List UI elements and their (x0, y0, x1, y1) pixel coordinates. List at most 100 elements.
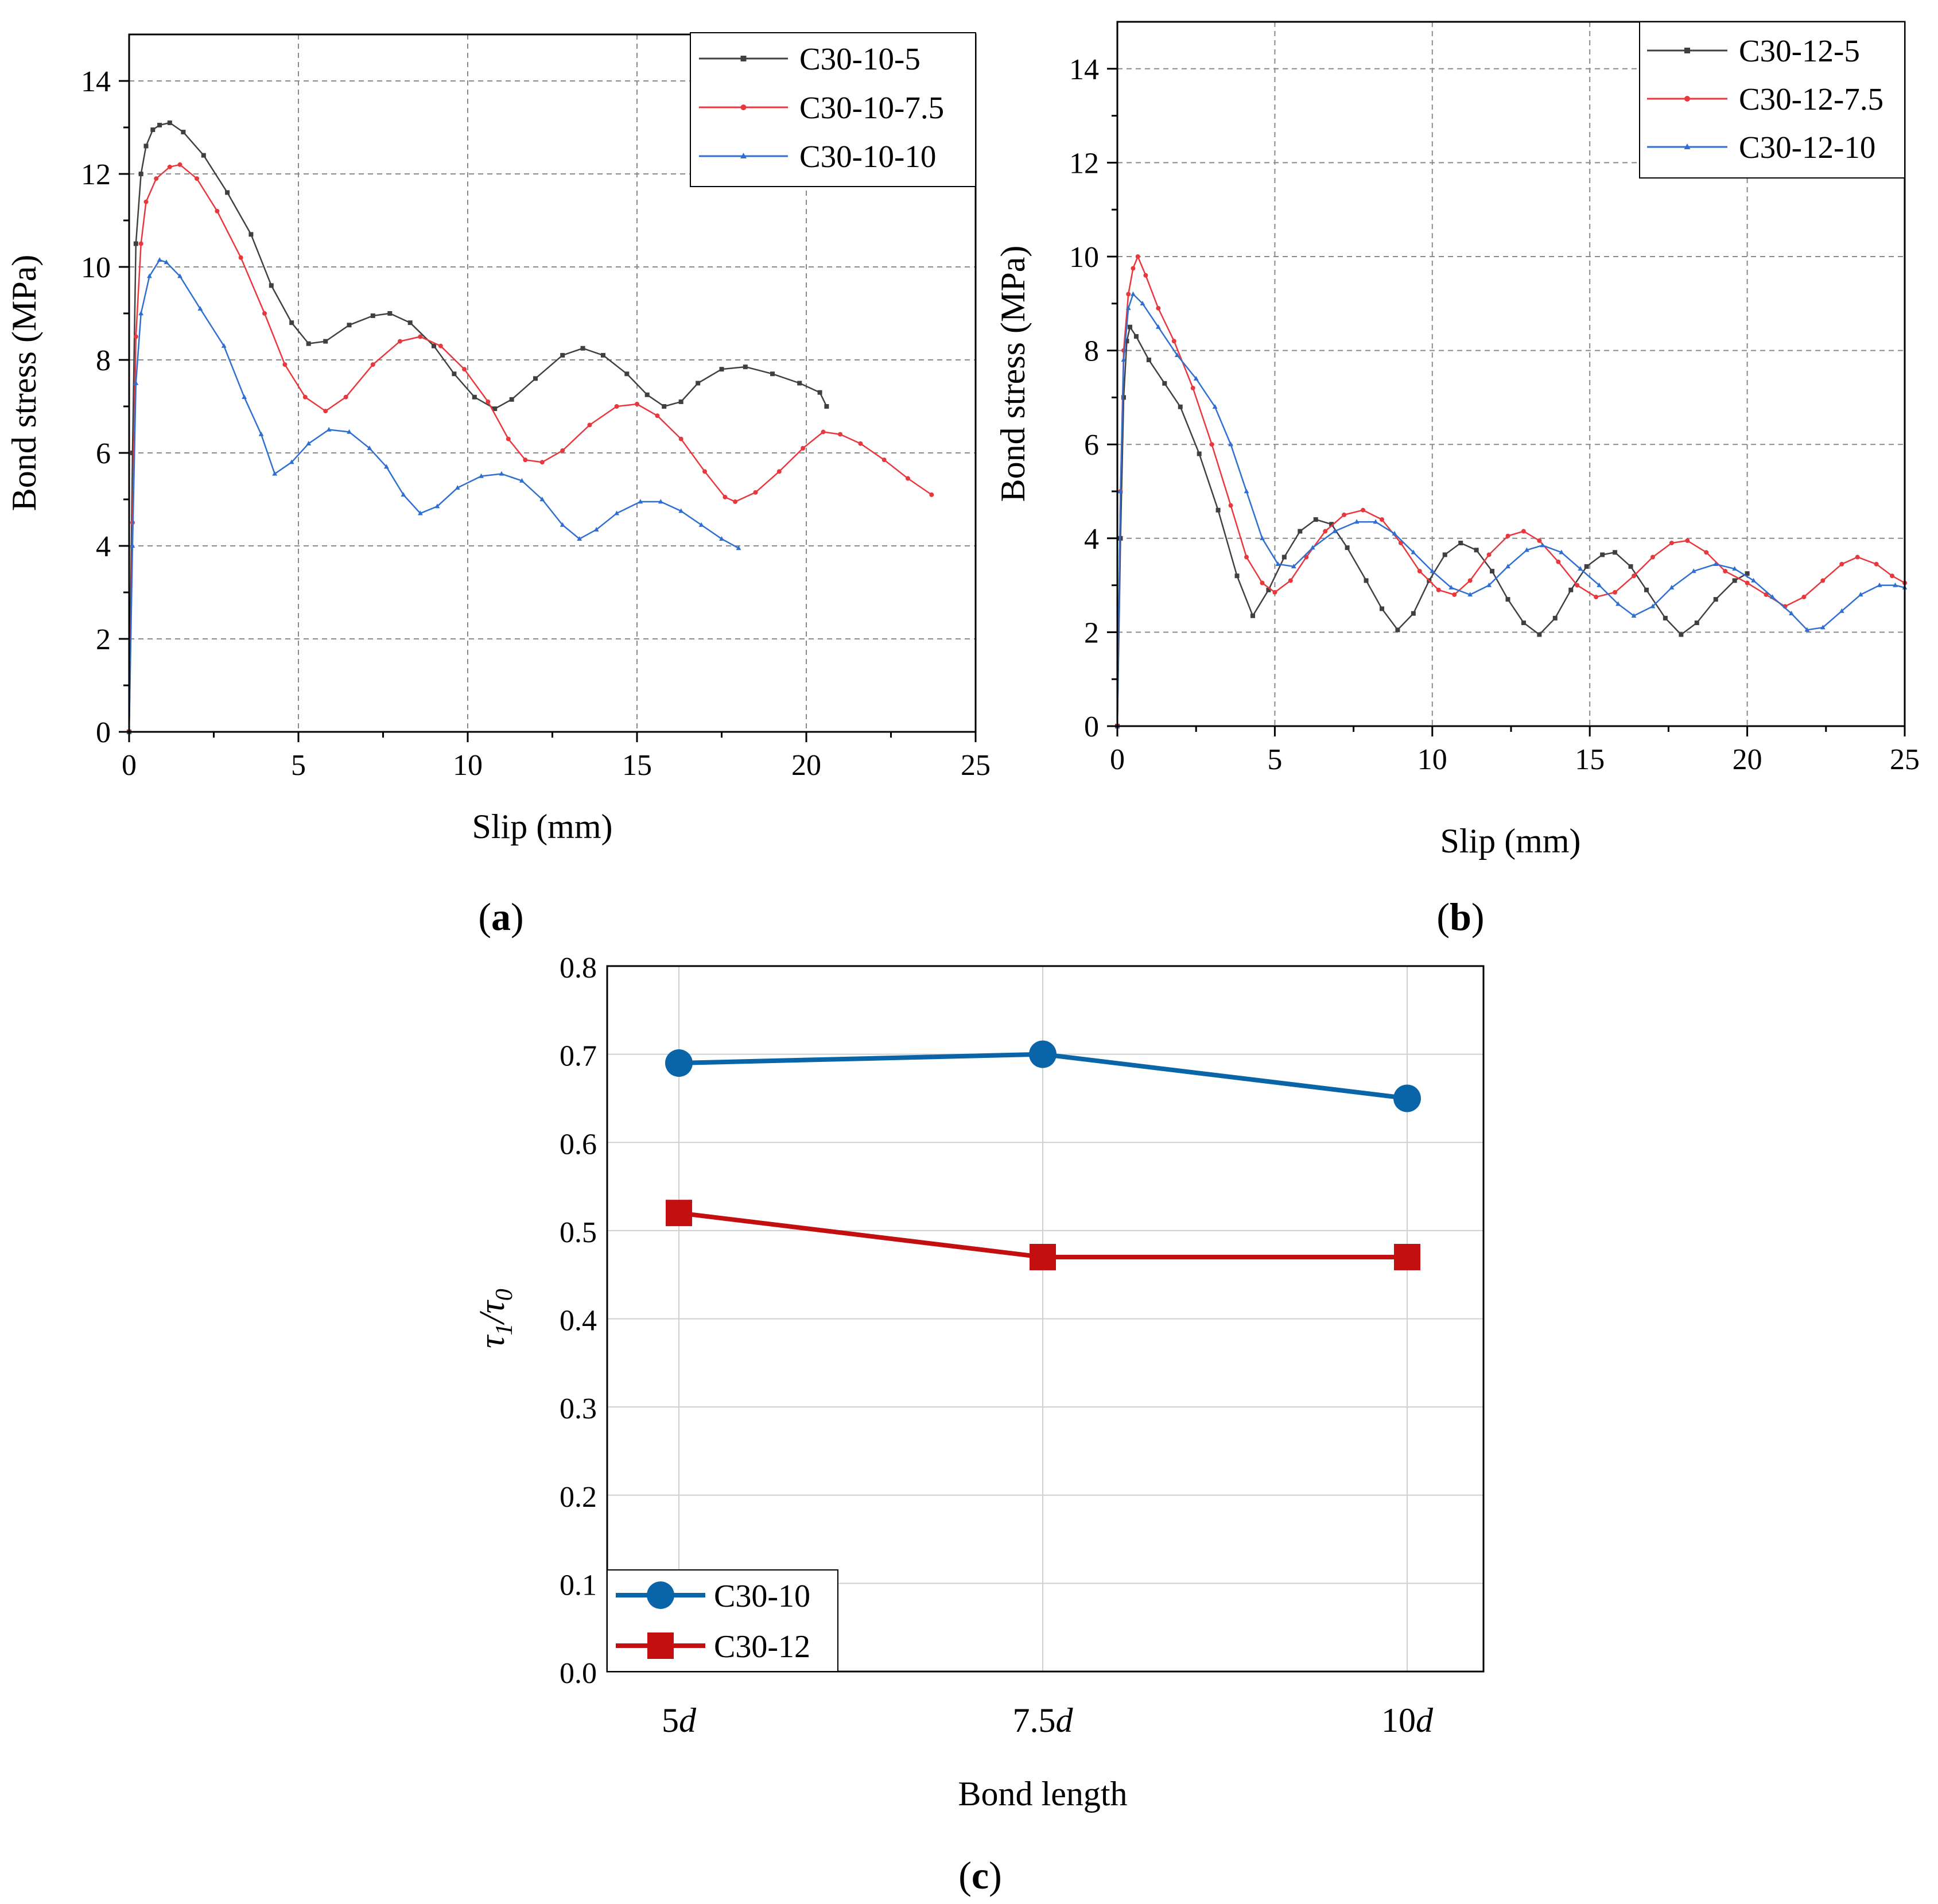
legend-marker-c30-12-7-5 (1684, 96, 1690, 102)
data-point-c30-10-10 (539, 497, 545, 502)
data-point-c30-12-7-5 (1890, 573, 1895, 579)
data-point-c30-12-10 (1770, 594, 1775, 599)
data-point-c30-12-10 (1559, 549, 1564, 554)
data-point-c30-12-7-5 (1764, 592, 1769, 597)
data-point-c30-12-7-5 (1171, 339, 1176, 344)
data-point-c30-12-7-5 (1209, 442, 1214, 447)
legend-marker-c30-12-5 (1684, 48, 1690, 53)
data-point-c30-12-7-5 (1874, 561, 1879, 567)
data-point-c30-10-10 (479, 473, 484, 478)
data-point-c30-10-7-5 (138, 241, 143, 246)
data-point-c30-12-7-5 (1839, 561, 1844, 567)
data-point-c30-10-7-5 (215, 208, 220, 214)
data-point-c30-12-10 (1578, 566, 1583, 571)
data-point-c30-10-10 (138, 311, 144, 316)
panel-c-y-tick-label: 0.1 (560, 1569, 597, 1601)
data-point-c30-12-5 (1266, 587, 1271, 592)
data-point-c30-10-10 (384, 464, 389, 469)
data-point-c30-10-10 (638, 499, 643, 504)
panel-c-y-tick-label: 0.8 (560, 952, 597, 984)
data-point-c30-10-5 (130, 451, 135, 455)
data-point-c30-12-5 (1568, 587, 1574, 592)
data-point-c30-12-7-5 (1505, 533, 1510, 538)
data-point-c30-12-10 (1140, 301, 1145, 305)
data-point-c30-12-5 (1281, 554, 1287, 560)
data-point-c30-12-7-5 (1379, 517, 1384, 522)
data-point-c30-12-7-5 (1632, 573, 1637, 579)
legend-label-c30-10: C30-10 (714, 1579, 810, 1614)
data-point-c30-10-10 (258, 431, 264, 436)
data-point-c30-12-5 (1250, 613, 1255, 618)
series-line-c30-10-5 (128, 122, 828, 732)
legend-label-c30-12: C30-12 (714, 1629, 810, 1665)
data-point-c30-12-5 (1411, 611, 1416, 616)
data-point-c30-12-7-5 (1801, 595, 1807, 600)
data-point-c30-12-5 (1613, 550, 1618, 555)
data-point-c30-12-7-5 (1323, 529, 1328, 534)
data-point-c30-10-7-5 (753, 490, 758, 495)
data-point-c30-10-5 (407, 320, 413, 325)
data-point-c30-10-7-5 (462, 367, 467, 372)
data-point-c30-12-5 (1215, 507, 1221, 513)
data-point-c30-12-10 (1820, 625, 1826, 630)
data-point-c30-12-5 (1713, 597, 1718, 602)
data-point-c30-12-7-5 (1272, 590, 1277, 595)
data-point-c30-10-7-5 (587, 422, 592, 428)
data-point-c30-10-10 (499, 471, 504, 476)
data-point-c30-12-5 (1124, 339, 1129, 344)
series-line-c30-12-10 (1116, 293, 1905, 727)
data-point-c30-10-10 (197, 306, 203, 311)
data-point-c30-12-5 (1694, 621, 1699, 626)
data-point-c30-10-5 (797, 381, 802, 386)
panel-a-label: (a) (478, 895, 523, 939)
panel-b-legend-box (1639, 21, 1905, 179)
data-point-c30-10-7-5 (801, 445, 806, 451)
panel-a-y-axis-title: Bond stress (MPa) (5, 255, 43, 511)
data-point-c30-10-5 (719, 367, 724, 372)
data-point-c30-12-5 (1679, 632, 1684, 637)
legend-marker-c30-10-7-5 (740, 104, 747, 110)
data-point-c30-12-7-5 (1537, 538, 1542, 543)
data-point-c30-12-7-5 (1126, 292, 1131, 297)
panel-b-label: (b) (1436, 895, 1484, 939)
data-point-c30-10-7-5 (343, 394, 348, 400)
data-point-c30-12-7-5 (1143, 273, 1148, 278)
legend-label-c30-10-10: C30-10-10 (799, 139, 936, 174)
panel-c-y-tick-label: 0.7 (560, 1040, 597, 1073)
data-point-c30-10-7-5 (929, 492, 934, 497)
data-point-c30-12-10 (1193, 375, 1199, 381)
data-point-c30-10-10 (164, 259, 169, 265)
data-point-c30-10-10 (658, 499, 663, 504)
panel-b-x-axis-title: Slip (mm) (1440, 822, 1580, 860)
data-point-c30-12-10 (1789, 610, 1794, 615)
data-point-c30-12-5 (1313, 517, 1318, 522)
data-point-c30-12-10 (1118, 488, 1123, 494)
data-point-c30-12-10 (1373, 519, 1378, 524)
panel-c: 0.0 0.1 0.2 0.3 0.4 0.5 0.6 0.7 0.8 5d 7.5d 10d τ1/… (473, 952, 1485, 1897)
data-point-c30-10-5 (509, 397, 514, 402)
data-point-c30-12 (666, 1200, 692, 1227)
data-point-c30-10-10 (347, 429, 352, 434)
data-point-c30-10 (665, 1049, 693, 1077)
data-point-c30-12-5 (1505, 597, 1510, 602)
data-point-c30-12-10 (1332, 528, 1338, 533)
data-point-c30-10-5 (150, 127, 156, 133)
data-point-c30-12-10 (1597, 582, 1602, 587)
data-point-c30-12-7-5 (1575, 583, 1580, 588)
data-point-c30-12-7-5 (1820, 578, 1826, 583)
panel-c-category-label: 7.5d (1013, 1701, 1074, 1739)
panel-b-x-tick-label: 25 (1890, 743, 1920, 776)
panel-b-y-axis-title: Bond stress (MPa) (994, 246, 1032, 502)
panel-b-x-tick-label: 20 (1733, 743, 1762, 776)
data-point-c30-12-5 (1234, 573, 1240, 579)
panel-a-grid (129, 34, 976, 732)
data-point-c30-10-10 (157, 257, 162, 262)
series-line-c30-10-10 (128, 259, 739, 732)
data-point-c30-10-5 (323, 339, 328, 344)
data-point-c30-12-5 (1521, 621, 1526, 626)
data-point-c30-12-10 (1174, 352, 1180, 357)
panel-a-x-axis-title: Slip (mm) (472, 808, 612, 846)
data-point-c30-10-10 (577, 536, 582, 541)
data-point-c30-12-10 (1310, 545, 1315, 550)
